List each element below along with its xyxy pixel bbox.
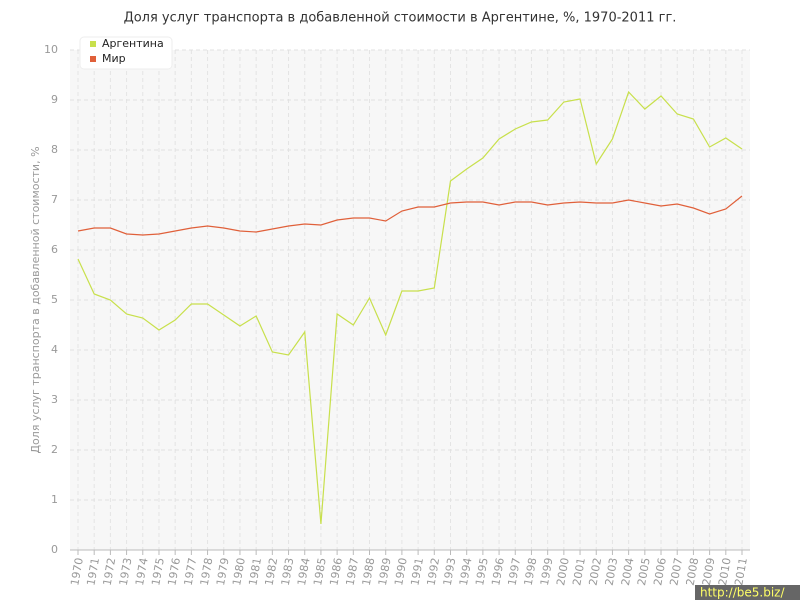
x-tick-label: 1971: [84, 557, 102, 587]
y-axis-label: Доля услуг транспорта в добавленной стои…: [29, 146, 42, 453]
y-tick-label: 9: [51, 93, 58, 106]
watermark-bg: [695, 585, 800, 600]
y-tick-label: 1: [51, 493, 58, 506]
x-tick-label: 2006: [651, 557, 669, 587]
x-tick-label: 1996: [489, 557, 507, 587]
y-tick-label: 8: [51, 143, 58, 156]
legend-swatch: [90, 41, 96, 47]
x-tick-label: 1973: [117, 557, 135, 587]
legend-label: Аргентина: [102, 37, 164, 50]
x-tick-label: 1978: [198, 557, 216, 587]
y-tick-label: 10: [44, 43, 58, 56]
x-tick-label: 2004: [619, 557, 637, 587]
x-tick-label: 2003: [603, 557, 621, 587]
watermark: http://be5.biz/: [700, 586, 785, 600]
x-tick-label: 1976: [165, 557, 183, 587]
x-tick-label: 1972: [101, 557, 119, 587]
x-tick-label: 1983: [279, 557, 297, 587]
x-tick-label: 1979: [214, 557, 232, 587]
x-tick-label: 1985: [311, 557, 329, 587]
x-tick-label: 2011: [732, 557, 750, 587]
y-tick-label: 0: [51, 543, 58, 556]
y-tick-label: 2: [51, 443, 58, 456]
x-tick-label: 1984: [295, 557, 313, 587]
x-tick-label: 1994: [457, 557, 475, 587]
x-tick-label: 1993: [441, 557, 459, 587]
x-tick-label: 2007: [667, 557, 685, 587]
series-line: [77, 90, 743, 525]
y-tick-label: 3: [51, 393, 58, 406]
legend-label: Мир: [102, 52, 126, 65]
x-tick-label: 1997: [506, 557, 524, 587]
x-tick-label: 1995: [473, 557, 491, 587]
x-tick-label: 1992: [425, 557, 443, 587]
x-tick-label: 2001: [570, 557, 588, 587]
x-tick-label: 1975: [149, 557, 167, 587]
x-tick-label: 2005: [635, 557, 653, 587]
x-tick-label: 1999: [538, 557, 556, 587]
x-tick-label: 1987: [344, 557, 362, 587]
x-tick-label: 2009: [700, 557, 718, 587]
x-tick-label: 1981: [246, 557, 264, 587]
x-tick-label: 2010: [716, 557, 734, 587]
x-tick-label: 1989: [376, 557, 394, 587]
x-tick-label: 1986: [327, 557, 345, 587]
legend-box: [79, 36, 173, 70]
x-tick-label: 1970: [68, 557, 86, 587]
x-tick-label: 1982: [263, 557, 281, 587]
x-tick-label: 1974: [133, 557, 151, 587]
x-tick-label: 1988: [360, 557, 378, 587]
y-tick-label: 5: [51, 293, 58, 306]
x-tick-label: 1980: [230, 557, 248, 587]
x-tick-label: 2008: [684, 557, 702, 587]
chart-title: Доля услуг транспорта в добавленной стои…: [124, 11, 677, 26]
x-tick-label: 1977: [182, 557, 200, 587]
series-line: [77, 195, 743, 236]
legend-swatch: [90, 56, 96, 62]
y-tick-label: 6: [51, 243, 58, 256]
y-tick-label: 7: [51, 193, 58, 206]
x-tick-label: 1990: [392, 557, 410, 587]
y-tick-label: 4: [51, 343, 58, 356]
x-tick-label: 2002: [586, 557, 604, 587]
x-tick-label: 2000: [554, 557, 572, 587]
x-tick-label: 1991: [408, 557, 426, 587]
x-tick-label: 1998: [522, 557, 540, 587]
